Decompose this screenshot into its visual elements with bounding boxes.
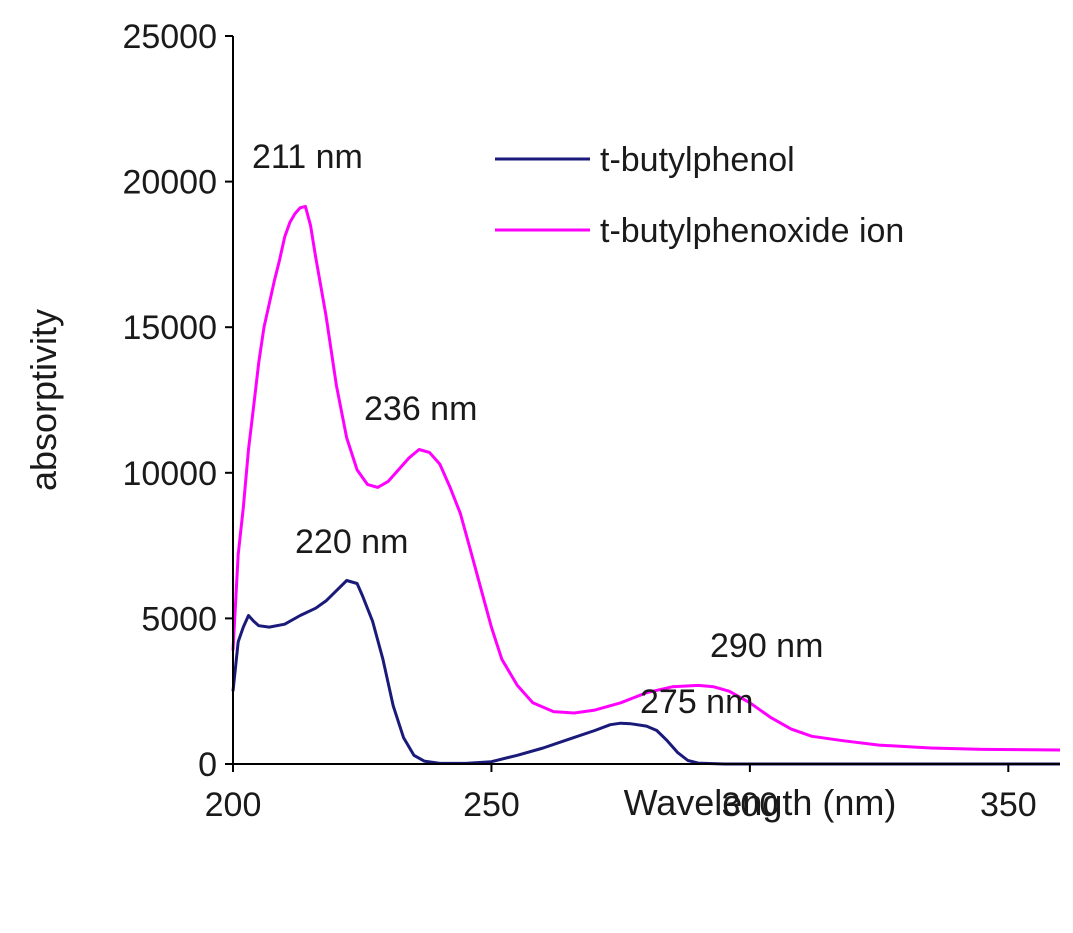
legend: t-butylphenol t-butylphenoxide ion	[495, 141, 904, 250]
y-tick-label: 25000	[122, 18, 217, 56]
plot-area: 0 5000 10000 15000 20000 25000 200 250 300 350	[122, 18, 1061, 824]
y-tick-label: 20000	[122, 164, 217, 202]
annotation-290-nm: 290 nm	[710, 627, 823, 665]
y-tick-label: 0	[198, 746, 217, 784]
y-tick-label: 10000	[122, 455, 217, 493]
y-tick-label: 15000	[122, 309, 217, 347]
annotation-211-nm: 211 nm	[252, 138, 363, 176]
x-axis-title: Wavelength (nm)	[624, 782, 897, 823]
y-tick-label: 5000	[141, 600, 217, 638]
x-tick-label: 350	[980, 786, 1037, 824]
legend-label-t-butylphenoxide-ion: t-butylphenoxide ion	[600, 212, 904, 250]
x-tick-label: 200	[205, 786, 262, 824]
peak-annotations: 211 nm 236 nm 220 nm 290 nm 275 nm	[252, 138, 823, 721]
y-axis-ticks: 0 5000 10000 15000 20000 25000	[122, 18, 233, 784]
series-line-t-butylphenoxide-ion	[231, 204, 1061, 752]
x-tick-label: 250	[463, 786, 520, 824]
legend-label-t-butylphenol: t-butylphenol	[600, 141, 795, 179]
series-line-t-butylphenol	[231, 579, 1060, 766]
x-tick-label: 300	[722, 786, 779, 824]
x-axis-ticks: 200 250 300 350	[205, 764, 1037, 824]
annotation-220-nm: 220 nm	[295, 523, 408, 561]
annotation-236-nm: 236 nm	[364, 390, 477, 428]
series-layer	[231, 204, 1061, 766]
y-axis-title: absorptivity	[23, 309, 64, 491]
annotation-275-nm: 275 nm	[640, 683, 753, 721]
